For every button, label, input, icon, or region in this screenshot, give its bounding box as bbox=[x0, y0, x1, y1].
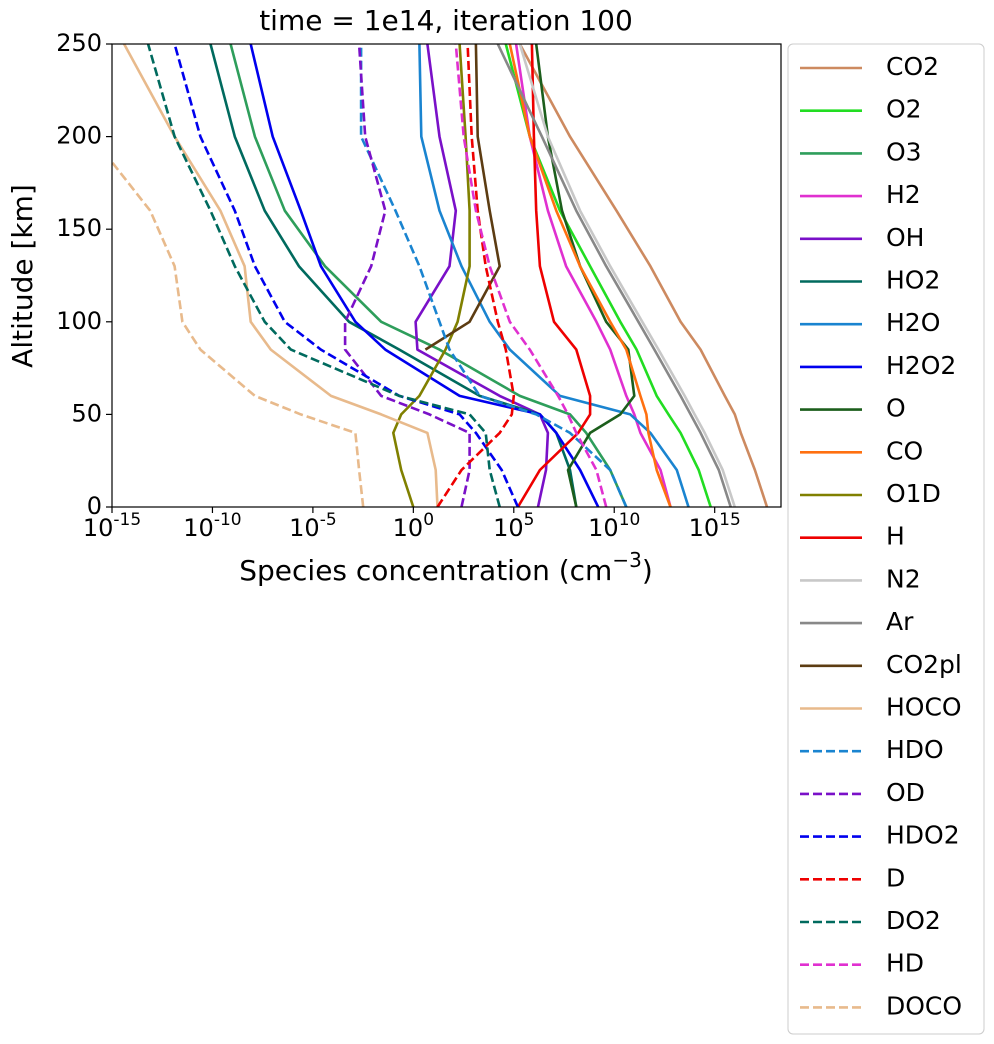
legend-label: OH bbox=[886, 223, 924, 252]
legend-label: O2 bbox=[886, 95, 922, 124]
series-line bbox=[146, 44, 501, 507]
series-line bbox=[504, 44, 712, 507]
series-line bbox=[418, 44, 690, 507]
y-tick-label: 250 bbox=[56, 29, 102, 57]
x-tick-exponent: 15 bbox=[719, 510, 741, 530]
legend-label: H2O2 bbox=[886, 351, 956, 380]
series-line bbox=[514, 44, 672, 507]
legend-label: Ar bbox=[886, 607, 914, 636]
legend-label: DO2 bbox=[886, 906, 941, 935]
legend-label: D bbox=[886, 863, 905, 892]
legend-label: HD bbox=[886, 949, 924, 978]
series-line bbox=[496, 44, 732, 507]
x-tick-base: 10 bbox=[588, 514, 619, 542]
x-tick-exponent: -10 bbox=[214, 510, 242, 530]
legend-label: H2O bbox=[886, 308, 940, 337]
plot-area bbox=[112, 44, 769, 507]
series-line bbox=[508, 44, 672, 507]
x-tick-exponent: 10 bbox=[619, 510, 641, 530]
x-tick-base: 10 bbox=[83, 514, 114, 542]
axes-frame bbox=[111, 43, 782, 508]
y-tick-label: 200 bbox=[56, 122, 102, 150]
series-line bbox=[173, 44, 520, 507]
legend-label: O1D bbox=[886, 479, 941, 508]
x-axis-label-tail: ) bbox=[642, 554, 653, 587]
legend-label: CO2 bbox=[886, 52, 939, 81]
x-tick-label: 10-10 bbox=[183, 510, 241, 542]
y-tick-label: 0 bbox=[87, 492, 102, 520]
series-line bbox=[359, 44, 628, 507]
series-line bbox=[424, 44, 501, 351]
series-line bbox=[229, 44, 628, 507]
x-tick-base: 10 bbox=[689, 514, 720, 542]
legend-label: HOCO bbox=[886, 693, 962, 722]
legend-label: OD bbox=[886, 778, 925, 807]
series-line bbox=[454, 44, 608, 507]
legend-label: DOCO bbox=[886, 991, 962, 1020]
x-tick-label: 1010 bbox=[588, 510, 640, 542]
x-tick-base: 10 bbox=[289, 514, 320, 542]
x-tick-label: 10-15 bbox=[83, 510, 141, 542]
series-line bbox=[343, 44, 471, 507]
x-axis-label-sup: −3 bbox=[612, 548, 641, 572]
legend-label: HDO bbox=[886, 735, 944, 764]
x-tick-base: 10 bbox=[493, 514, 524, 542]
x-tick-exponent: 0 bbox=[423, 510, 434, 530]
legend-label: N2 bbox=[886, 564, 921, 593]
x-tick-exponent: -15 bbox=[113, 510, 141, 530]
x-tick-label: 100 bbox=[393, 510, 434, 542]
series-line bbox=[516, 44, 592, 507]
x-tick-exponent: -5 bbox=[320, 510, 337, 530]
legend-label: O3 bbox=[886, 137, 922, 166]
x-axis-label-text: Species concentration (cm bbox=[239, 554, 612, 587]
series-line bbox=[112, 160, 365, 507]
series-line bbox=[392, 44, 471, 507]
x-tick-label: 1015 bbox=[689, 510, 741, 542]
x-tick-base: 10 bbox=[183, 514, 214, 542]
legend-label: CO bbox=[886, 436, 923, 465]
series-line bbox=[518, 44, 769, 507]
x-tick-label: 10-5 bbox=[289, 510, 337, 542]
legend-label: HO2 bbox=[886, 266, 940, 295]
legend-label: HDO2 bbox=[886, 821, 960, 850]
y-tick-label: 50 bbox=[71, 399, 102, 427]
series-line bbox=[436, 44, 516, 507]
x-tick-base: 10 bbox=[393, 514, 424, 542]
series-line bbox=[122, 44, 439, 507]
x-tick-exponent: 5 bbox=[524, 510, 535, 530]
legend bbox=[787, 43, 985, 1035]
chart-title: time = 1e14, iteration 100 bbox=[259, 4, 633, 37]
series-line bbox=[518, 44, 737, 507]
y-tick-label: 150 bbox=[56, 214, 102, 242]
x-tick-label: 105 bbox=[493, 510, 534, 542]
legend-label: H2 bbox=[886, 180, 921, 209]
y-axis-label: Altitude [km] bbox=[6, 184, 39, 368]
legend-label: CO2pl bbox=[886, 650, 962, 679]
x-axis-label: Species concentration (cm−3) bbox=[239, 548, 653, 588]
series-line bbox=[414, 44, 550, 507]
legend-label: H bbox=[886, 522, 905, 551]
legend-label: O bbox=[886, 394, 906, 423]
y-tick-label: 100 bbox=[56, 307, 102, 335]
series-line bbox=[209, 44, 578, 507]
